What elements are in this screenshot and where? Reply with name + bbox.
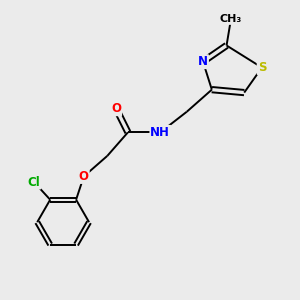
- Text: S: S: [258, 61, 266, 74]
- Text: NH: NH: [150, 126, 170, 139]
- Text: O: O: [111, 102, 121, 115]
- Text: O: O: [79, 170, 89, 183]
- Text: N: N: [198, 55, 208, 68]
- Text: CH₃: CH₃: [220, 14, 242, 24]
- Text: Cl: Cl: [28, 176, 40, 188]
